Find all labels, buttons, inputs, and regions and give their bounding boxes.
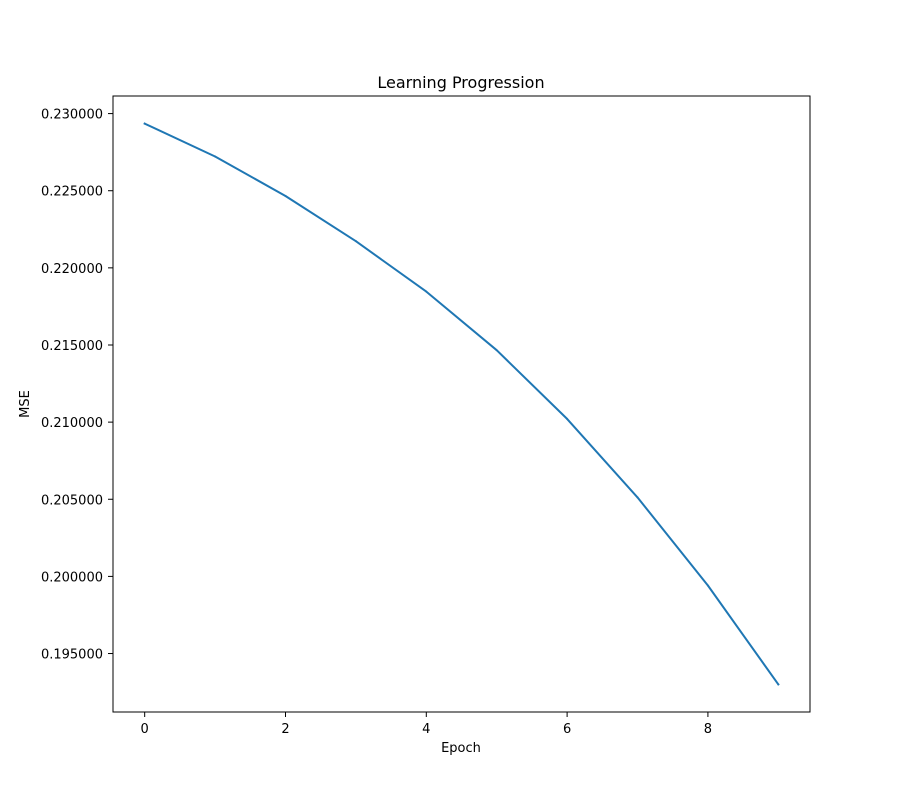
x-tick-label: 2 — [281, 722, 289, 737]
y-axis-ticks: 0.195000 0.200000 0.205000 0.210000 0.215000… — [41, 108, 113, 663]
x-tick-label: 4 — [422, 722, 430, 737]
data-point — [495, 349, 498, 352]
x-axis-label: Epoch — [441, 741, 481, 756]
data-point — [214, 155, 217, 158]
x-tick-label: 8 — [704, 722, 712, 737]
data-point — [706, 584, 709, 587]
y-tick-label: 0.200000 — [41, 570, 103, 585]
data-point — [284, 194, 287, 197]
plot-area — [112, 95, 811, 713]
y-tick-label: 0.210000 — [41, 416, 103, 431]
x-tick-label: 0 — [141, 722, 149, 737]
data-point — [425, 290, 428, 293]
data-point — [143, 122, 146, 125]
y-tick-label: 0.205000 — [41, 493, 103, 508]
data-point — [566, 417, 569, 420]
y-tick-label: 0.225000 — [41, 185, 103, 200]
y-tick-label: 0.195000 — [41, 648, 103, 663]
data-point — [777, 683, 780, 686]
y-tick-label: 0.230000 — [41, 108, 103, 123]
y-tick-label: 0.215000 — [41, 339, 103, 354]
y-tick-label: 0.220000 — [41, 262, 103, 277]
series-line — [143, 122, 780, 686]
y-axis-label: MSE — [18, 390, 33, 418]
series-layer — [143, 122, 780, 686]
data-point — [354, 240, 357, 243]
chart-title: Learning Progression — [377, 73, 544, 92]
data-point — [636, 496, 639, 499]
x-tick-label: 6 — [563, 722, 571, 737]
x-axis-ticks: 0 2 4 6 8 — [141, 712, 712, 737]
